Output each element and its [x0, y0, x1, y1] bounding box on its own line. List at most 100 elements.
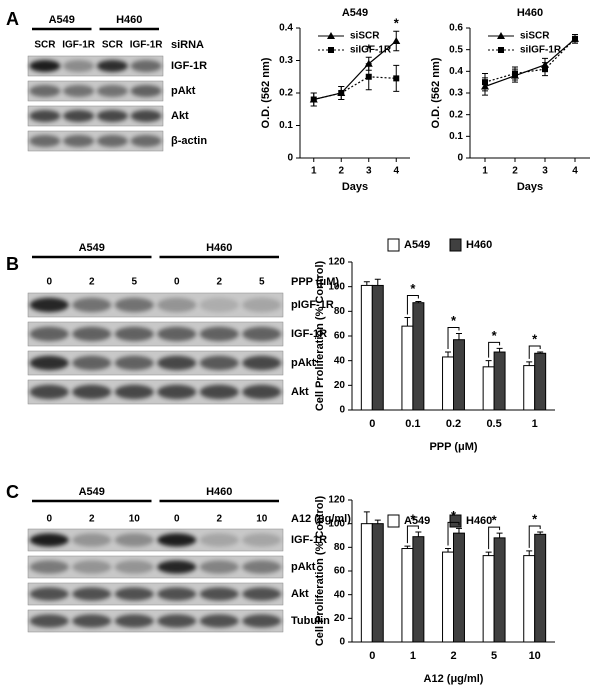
blot-band	[114, 384, 154, 400]
blot-strip	[27, 321, 284, 347]
group-label: A549	[79, 486, 105, 498]
lane-label: 5	[259, 277, 265, 288]
bar	[493, 537, 506, 643]
y-tick-label: 80	[334, 306, 346, 317]
blot-band	[199, 560, 239, 574]
significance-bracket	[488, 526, 501, 550]
blot-band	[157, 355, 197, 371]
x-tick-label: 2	[512, 166, 518, 177]
blot-band	[157, 326, 197, 342]
blot-strip	[27, 105, 164, 127]
blot-band	[96, 60, 128, 72]
x-tick-label: 0	[369, 650, 375, 662]
annotation: *	[492, 328, 498, 343]
marker	[310, 96, 317, 103]
bar	[453, 339, 465, 411]
y-tick-label: 0.3	[279, 55, 293, 66]
blot-band	[242, 614, 282, 628]
annotation: *	[451, 313, 457, 328]
legend-label: H460	[466, 239, 492, 251]
error-bar	[445, 548, 452, 553]
y-tick-label: 0	[457, 153, 463, 164]
error-bar	[404, 317, 411, 327]
blot-band	[242, 587, 282, 601]
x-tick-label: 0	[369, 418, 375, 430]
x-tick-label: 3	[542, 166, 548, 177]
lane-label: 10	[129, 514, 141, 525]
y-tick-label: 60	[334, 331, 346, 342]
lane-label: 0	[174, 277, 180, 288]
significance-bracket	[528, 345, 541, 359]
band-label: Akt	[291, 588, 309, 600]
error-bar	[363, 511, 370, 524]
x-tick-label: 2	[338, 166, 344, 177]
y-axis-label: O.D. (562 nm)	[260, 57, 272, 128]
blot-band	[114, 560, 154, 574]
marker	[393, 75, 400, 82]
bar	[482, 555, 495, 643]
blot-band	[199, 384, 239, 400]
blot-band	[114, 297, 154, 313]
x-tick-label: 0.2	[446, 418, 461, 430]
y-tick-label: 0.4	[449, 66, 463, 77]
y-tick-label: 0	[339, 405, 345, 416]
x-axis-label: Days	[517, 181, 543, 193]
y-tick-label: 0.1	[279, 120, 293, 131]
significance-bracket	[488, 341, 501, 358]
blot-band	[72, 355, 112, 371]
group-label: H460	[206, 242, 232, 254]
legend-label: A549	[404, 239, 430, 251]
bar	[371, 284, 384, 411]
bar	[442, 356, 454, 411]
y-tick-label: 0	[339, 637, 345, 648]
significance-bracket	[447, 521, 460, 546]
x-tick-label: 0.1	[405, 418, 420, 430]
y-tick-label: 100	[328, 518, 345, 529]
lane-label: 2	[89, 514, 95, 525]
annotation: *	[394, 16, 400, 31]
x-tick-label: 10	[529, 650, 541, 662]
marker	[572, 35, 578, 42]
blot-band	[157, 384, 197, 400]
error-bar	[485, 551, 492, 556]
blot-band	[242, 297, 282, 313]
marker	[482, 79, 488, 86]
blot-band	[72, 326, 112, 342]
x-tick-label: 0.5	[486, 418, 501, 430]
blot-band	[63, 85, 95, 97]
blot-band	[199, 297, 239, 313]
error-bar	[496, 347, 503, 353]
x-tick-label: 2	[450, 650, 456, 662]
panel-letter: B	[6, 254, 19, 274]
y-tick-label: 0.6	[449, 23, 463, 34]
blot-band	[96, 110, 128, 122]
blot-band	[72, 384, 112, 400]
lane-label: 2	[216, 514, 222, 525]
y-axis-label: Cell Proliferation (% Control)	[314, 260, 326, 411]
annotation: *	[532, 331, 538, 346]
blot-band	[114, 326, 154, 342]
blot-band	[130, 135, 162, 147]
blot-band	[114, 355, 154, 371]
band-label: IGF-1R	[171, 60, 207, 72]
bar	[453, 532, 465, 643]
error-bar	[526, 550, 533, 556]
band-label: pAkt	[291, 357, 316, 369]
annotation: *	[532, 511, 538, 526]
legend-marker	[327, 32, 335, 39]
legend-label: H460	[466, 515, 492, 527]
legend-label: siIGF-1R	[350, 45, 392, 56]
legend-marker	[497, 32, 505, 39]
annotation: *	[492, 513, 498, 528]
lane-label: IGF-1R	[130, 40, 164, 51]
band-label: Akt	[291, 386, 309, 398]
blot-band	[72, 587, 112, 601]
marker	[338, 90, 345, 96]
legend-swatch	[449, 514, 462, 528]
bar	[523, 365, 536, 411]
lane-condition: PPP (μM)	[291, 276, 339, 288]
x-tick-label: 3	[366, 166, 372, 177]
band-label: IGF-1R	[291, 534, 327, 546]
bar	[401, 325, 414, 411]
